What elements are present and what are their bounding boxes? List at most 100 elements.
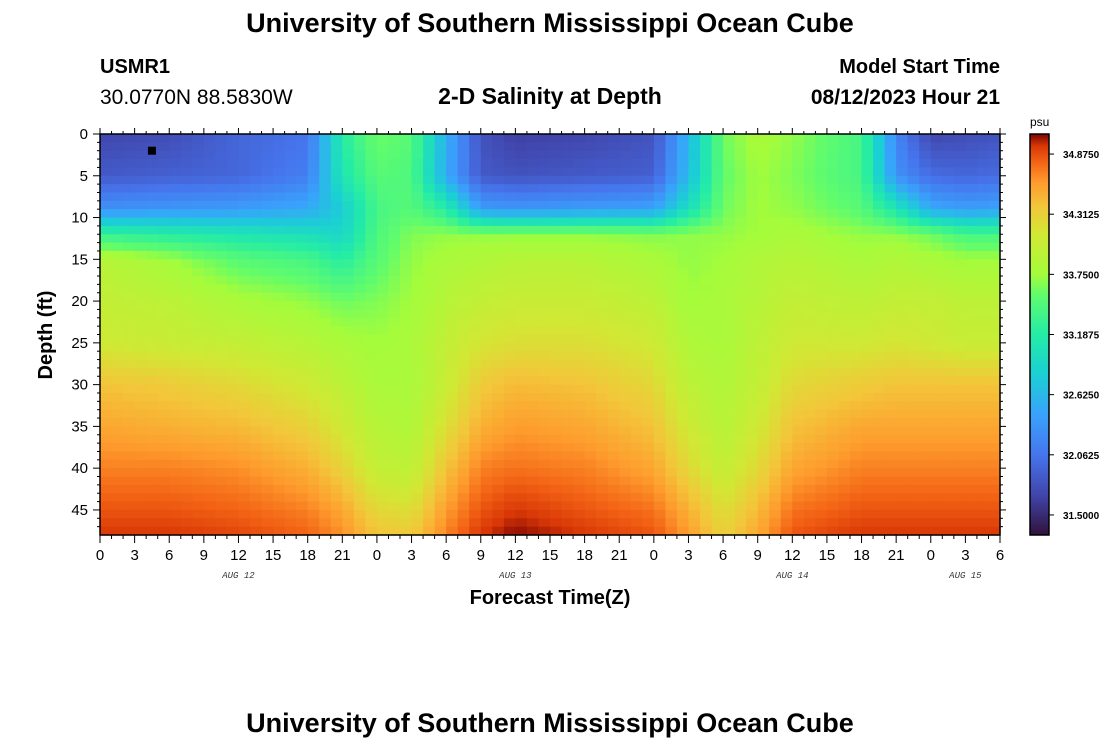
heatmap-cell: [573, 351, 586, 361]
heatmap-cell: [192, 451, 205, 461]
heatmap-cell: [896, 418, 909, 427]
heatmap-cell: [584, 376, 597, 386]
heatmap-cell: [319, 476, 332, 486]
heatmap-cell: [307, 426, 320, 436]
heatmap-cell: [573, 250, 586, 260]
heatmap-cell: [376, 159, 390, 169]
heatmap-cell: [884, 250, 897, 260]
heatmap-cell: [815, 159, 828, 169]
heatmap-cell: [757, 159, 770, 169]
heatmap-cell: [538, 200, 551, 210]
heatmap-cell: [515, 276, 528, 285]
heatmap-cell: [884, 184, 897, 194]
heatmap-cell: [711, 384, 724, 394]
heatmap-cell: [965, 184, 978, 194]
heatmap-cell: [319, 242, 332, 252]
heatmap-cell: [873, 468, 886, 478]
heatmap-cell: [919, 326, 932, 336]
heatmap-cell: [642, 292, 655, 302]
heatmap-cell: [273, 292, 286, 302]
heatmap-cell: [515, 518, 528, 528]
heatmap-cell: [746, 434, 759, 444]
heatmap-cell: [203, 367, 216, 377]
heatmap-cell: [480, 242, 493, 252]
heatmap-cell: [619, 259, 632, 269]
heatmap-cell: [273, 200, 286, 210]
heatmap-cell: [930, 134, 943, 143]
heatmap-cell: [665, 359, 678, 369]
heatmap-cell: [388, 526, 401, 536]
heatmap-cell: [861, 259, 874, 269]
y-tick-label: 0: [80, 126, 88, 143]
heatmap-cell: [434, 234, 447, 244]
heatmap-cell: [907, 200, 920, 210]
heatmap-cell: [896, 501, 909, 511]
heatmap-cell: [815, 384, 828, 394]
heatmap-cell: [284, 476, 297, 486]
heatmap-cell: [215, 509, 228, 519]
heatmap-cell: [780, 351, 793, 361]
heatmap-cell: [665, 217, 678, 227]
heatmap-cell: [930, 150, 943, 160]
heatmap-cell: [803, 309, 816, 319]
heatmap-cell: [584, 142, 597, 152]
heatmap-cell: [988, 150, 1001, 160]
y-tick-label: 5: [80, 168, 88, 185]
heatmap-cell: [803, 468, 816, 478]
heatmap-cell: [250, 142, 263, 152]
heatmap-cell: [746, 476, 759, 486]
heatmap-cell: [134, 192, 147, 202]
heatmap-cell: [469, 225, 482, 235]
heatmap-cell: [284, 192, 297, 202]
colorbar-tick-label: 33.7500: [1063, 270, 1100, 281]
heatmap-cell: [100, 209, 113, 219]
heatmap-cell: [180, 267, 193, 277]
heatmap-cell: [526, 250, 540, 260]
heatmap-cell: [342, 276, 355, 285]
heatmap-cell: [353, 443, 366, 453]
heatmap-cell: [550, 184, 563, 194]
heatmap-cell: [573, 409, 586, 419]
heatmap-cell: [411, 217, 424, 227]
heatmap-cell: [284, 526, 297, 536]
heatmap-cell: [342, 326, 355, 336]
x-tick-label: 3: [961, 547, 969, 564]
heatmap-cell: [423, 434, 436, 444]
heatmap-cell: [815, 409, 828, 419]
heatmap-cell: [976, 443, 990, 453]
heatmap-cell: [653, 217, 666, 227]
heatmap-cell: [423, 309, 436, 319]
heatmap-cell: [838, 351, 851, 361]
heatmap-cell: [446, 518, 459, 528]
heatmap-cell: [203, 468, 216, 478]
heatmap-cell: [492, 518, 505, 528]
heatmap-cell: [953, 159, 966, 169]
heatmap-cell: [550, 292, 563, 302]
heatmap-cell: [792, 351, 805, 361]
heatmap-cell: [353, 518, 366, 528]
heatmap-cell: [353, 209, 366, 219]
heatmap-cell: [746, 367, 759, 377]
heatmap-cell: [307, 401, 320, 411]
heatmap-cell: [480, 351, 493, 361]
heatmap-cell: [307, 309, 320, 319]
heatmap-cell: [769, 443, 782, 453]
heatmap-cell: [826, 509, 840, 519]
heatmap-cell: [157, 292, 170, 302]
heatmap-cell: [146, 459, 159, 469]
heatmap-cell: [307, 376, 320, 386]
heatmap-cell: [319, 426, 332, 436]
heatmap-cell: [273, 518, 286, 528]
heatmap-cell: [330, 359, 343, 369]
heatmap-cell: [434, 326, 447, 336]
heatmap-cell: [123, 192, 136, 202]
heatmap-cell: [723, 426, 736, 436]
heatmap-cell: [896, 484, 909, 494]
heatmap-cell: [550, 209, 563, 219]
heatmap-cell: [215, 434, 228, 444]
heatmap-cell: [376, 426, 390, 436]
heatmap-cell: [100, 175, 113, 185]
heatmap-cell: [630, 351, 643, 361]
heatmap-cell: [434, 434, 447, 444]
heatmap-cell: [365, 501, 378, 511]
